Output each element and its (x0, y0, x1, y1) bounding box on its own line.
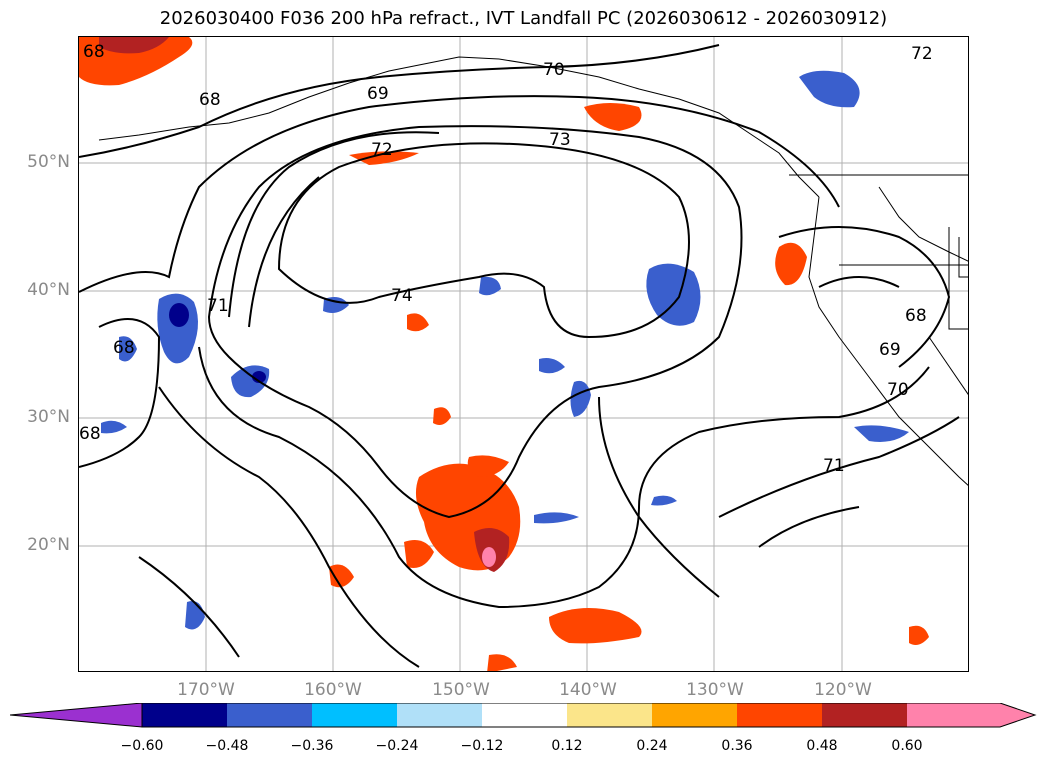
contour-labels: 68 68 69 70 72 72 73 74 71 68 68 68 69 7… (79, 42, 933, 476)
contour-label-71-west: 71 (207, 296, 229, 316)
colorbar-tick-036: 0.36 (721, 738, 753, 754)
lat-label-20n: 20°N (27, 535, 70, 555)
lat-label-40n: 40°N (27, 280, 70, 300)
colorbar-tick-048: 0.48 (806, 738, 838, 754)
contour-label-72: 72 (371, 140, 393, 160)
positive-anomaly-shading (79, 37, 929, 671)
contour-label-72-ne: 72 (911, 44, 933, 64)
colorbar-tick-neg012: −0.12 (460, 738, 504, 754)
colorbar-tick-neg024: −0.24 (375, 738, 419, 754)
colorbar-tick-neg036: −0.36 (290, 738, 334, 754)
contour-label-73: 73 (549, 130, 571, 150)
colorbar (10, 703, 1037, 728)
graticule (79, 37, 968, 671)
lon-label-120w: 120°W (814, 680, 872, 700)
contour-label-68-sw: 68 (79, 424, 101, 444)
contour-label-70: 70 (543, 60, 565, 80)
lon-label-160w: 160°W (304, 680, 362, 700)
lon-label-150w: 150°W (432, 680, 490, 700)
colorbar-tick-024: 0.24 (636, 738, 668, 754)
contour-label-68-east: 68 (905, 306, 927, 326)
colorbar-tick-neg060: −0.60 (120, 738, 164, 754)
contour-label-74: 74 (391, 286, 413, 306)
lat-label-30n: 30°N (27, 407, 70, 427)
negative-anomaly-shading (101, 70, 909, 630)
map-title: 2026030400 F036 200 hPa refract., IVT La… (159, 8, 888, 29)
contour-label-68: 68 (199, 90, 221, 110)
refractivity-contours (79, 44, 960, 668)
contour-label-68-west: 68 (113, 338, 135, 358)
colorbar-tick-012: 0.12 (551, 738, 583, 754)
lon-label-140w: 140°W (559, 680, 617, 700)
map-panel: 68 68 69 70 72 72 73 74 71 68 68 68 69 7… (78, 36, 969, 672)
contour-label-69-east: 69 (879, 340, 901, 360)
map-canvas: 68 68 69 70 72 72 73 74 71 68 68 68 69 7… (79, 37, 968, 671)
contour-label-69: 69 (367, 84, 389, 104)
coastlines (98, 56, 968, 486)
contour-label-71-east: 71 (823, 456, 845, 476)
lon-label-170w: 170°W (177, 680, 235, 700)
contour-label-70-east: 70 (887, 380, 909, 400)
colorbar-tick-neg048: −0.48 (205, 738, 249, 754)
colorbar-extend-min (10, 703, 143, 728)
contour-label-68-nw: 68 (83, 42, 105, 62)
lon-label-130w: 130°W (686, 680, 744, 700)
lat-label-50n: 50°N (27, 152, 70, 172)
colorbar-tick-060: 0.60 (891, 738, 923, 754)
